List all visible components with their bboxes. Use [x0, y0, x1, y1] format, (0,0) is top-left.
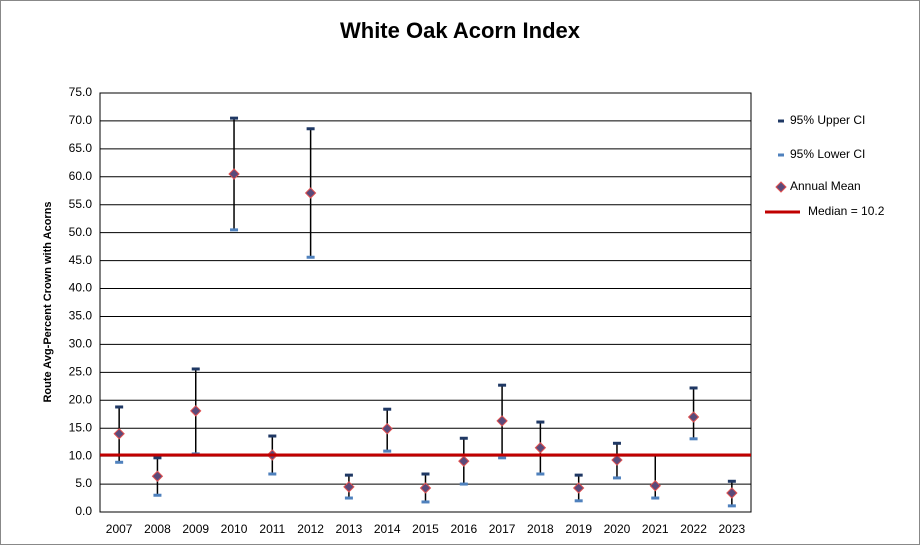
x-tick-label: 2009 [182, 522, 209, 536]
legend-label: Median = 10.2 [808, 204, 885, 218]
legend-label: 95% Lower CI [790, 147, 865, 161]
mean-marker [649, 480, 661, 492]
mean-marker [381, 423, 393, 435]
x-tick-label: 2023 [719, 522, 746, 536]
y-tick-label: 75.0 [69, 85, 93, 99]
y-tick-label: 15.0 [69, 420, 93, 434]
legend-label: 95% Upper CI [790, 113, 865, 127]
x-tick-label: 2013 [336, 522, 363, 536]
mean-marker [190, 405, 202, 417]
mean-marker [611, 454, 623, 466]
x-tick-label: 2019 [565, 522, 592, 536]
plot-area [99, 92, 752, 513]
y-tick-label: 20.0 [69, 392, 93, 406]
mean-marker [343, 481, 355, 493]
chart-title: White Oak Acorn Index [340, 18, 581, 43]
x-tick-label: 2014 [374, 522, 401, 536]
mean-marker [496, 415, 508, 427]
mean-marker [419, 482, 432, 494]
y-tick-label: 55.0 [69, 197, 93, 211]
y-tick-label: 65.0 [69, 141, 93, 155]
x-tick-label: 2022 [680, 522, 707, 536]
legend-label: Annual Mean [790, 179, 861, 193]
y-tick-label: 30.0 [69, 337, 93, 351]
mean-marker [687, 411, 700, 423]
mean-marker [113, 428, 125, 440]
mean-marker [458, 455, 470, 467]
y-tick-label: 70.0 [69, 113, 93, 127]
y-axis-title: Route Avg-Percent Crown with Acorns [42, 201, 54, 402]
y-tick-label: 0.0 [75, 504, 92, 518]
y-tick-label: 50.0 [69, 225, 93, 239]
y-tick-label: 5.0 [75, 476, 92, 490]
y-tick-label: 10.0 [69, 448, 93, 462]
x-tick-label: 2017 [489, 522, 516, 536]
mean-marker [304, 187, 317, 199]
x-tick-label: 2020 [604, 522, 631, 536]
mean-marker [534, 442, 547, 454]
x-tick-label: 2011 [259, 522, 285, 536]
y-tick-label: 40.0 [69, 281, 93, 295]
x-tick-label: 2012 [297, 522, 324, 536]
x-tick-label: 2021 [642, 522, 669, 536]
y-tick-label: 45.0 [69, 253, 93, 267]
x-tick-label: 2018 [527, 522, 554, 536]
mean-marker [228, 168, 240, 180]
y-tick-label: 35.0 [69, 309, 93, 323]
mean-marker [151, 470, 164, 482]
x-tick-label: 2010 [221, 522, 248, 536]
x-tick-label: 2008 [144, 522, 171, 536]
mean-marker [572, 482, 585, 494]
y-tick-label: 60.0 [69, 169, 93, 183]
mean-marker [726, 487, 738, 499]
x-tick-label: 2016 [450, 522, 477, 536]
x-tick-label: 2015 [412, 522, 439, 536]
y-tick-label: 25.0 [69, 365, 93, 379]
legend-mean [775, 181, 787, 193]
x-tick-label: 2007 [106, 522, 133, 536]
